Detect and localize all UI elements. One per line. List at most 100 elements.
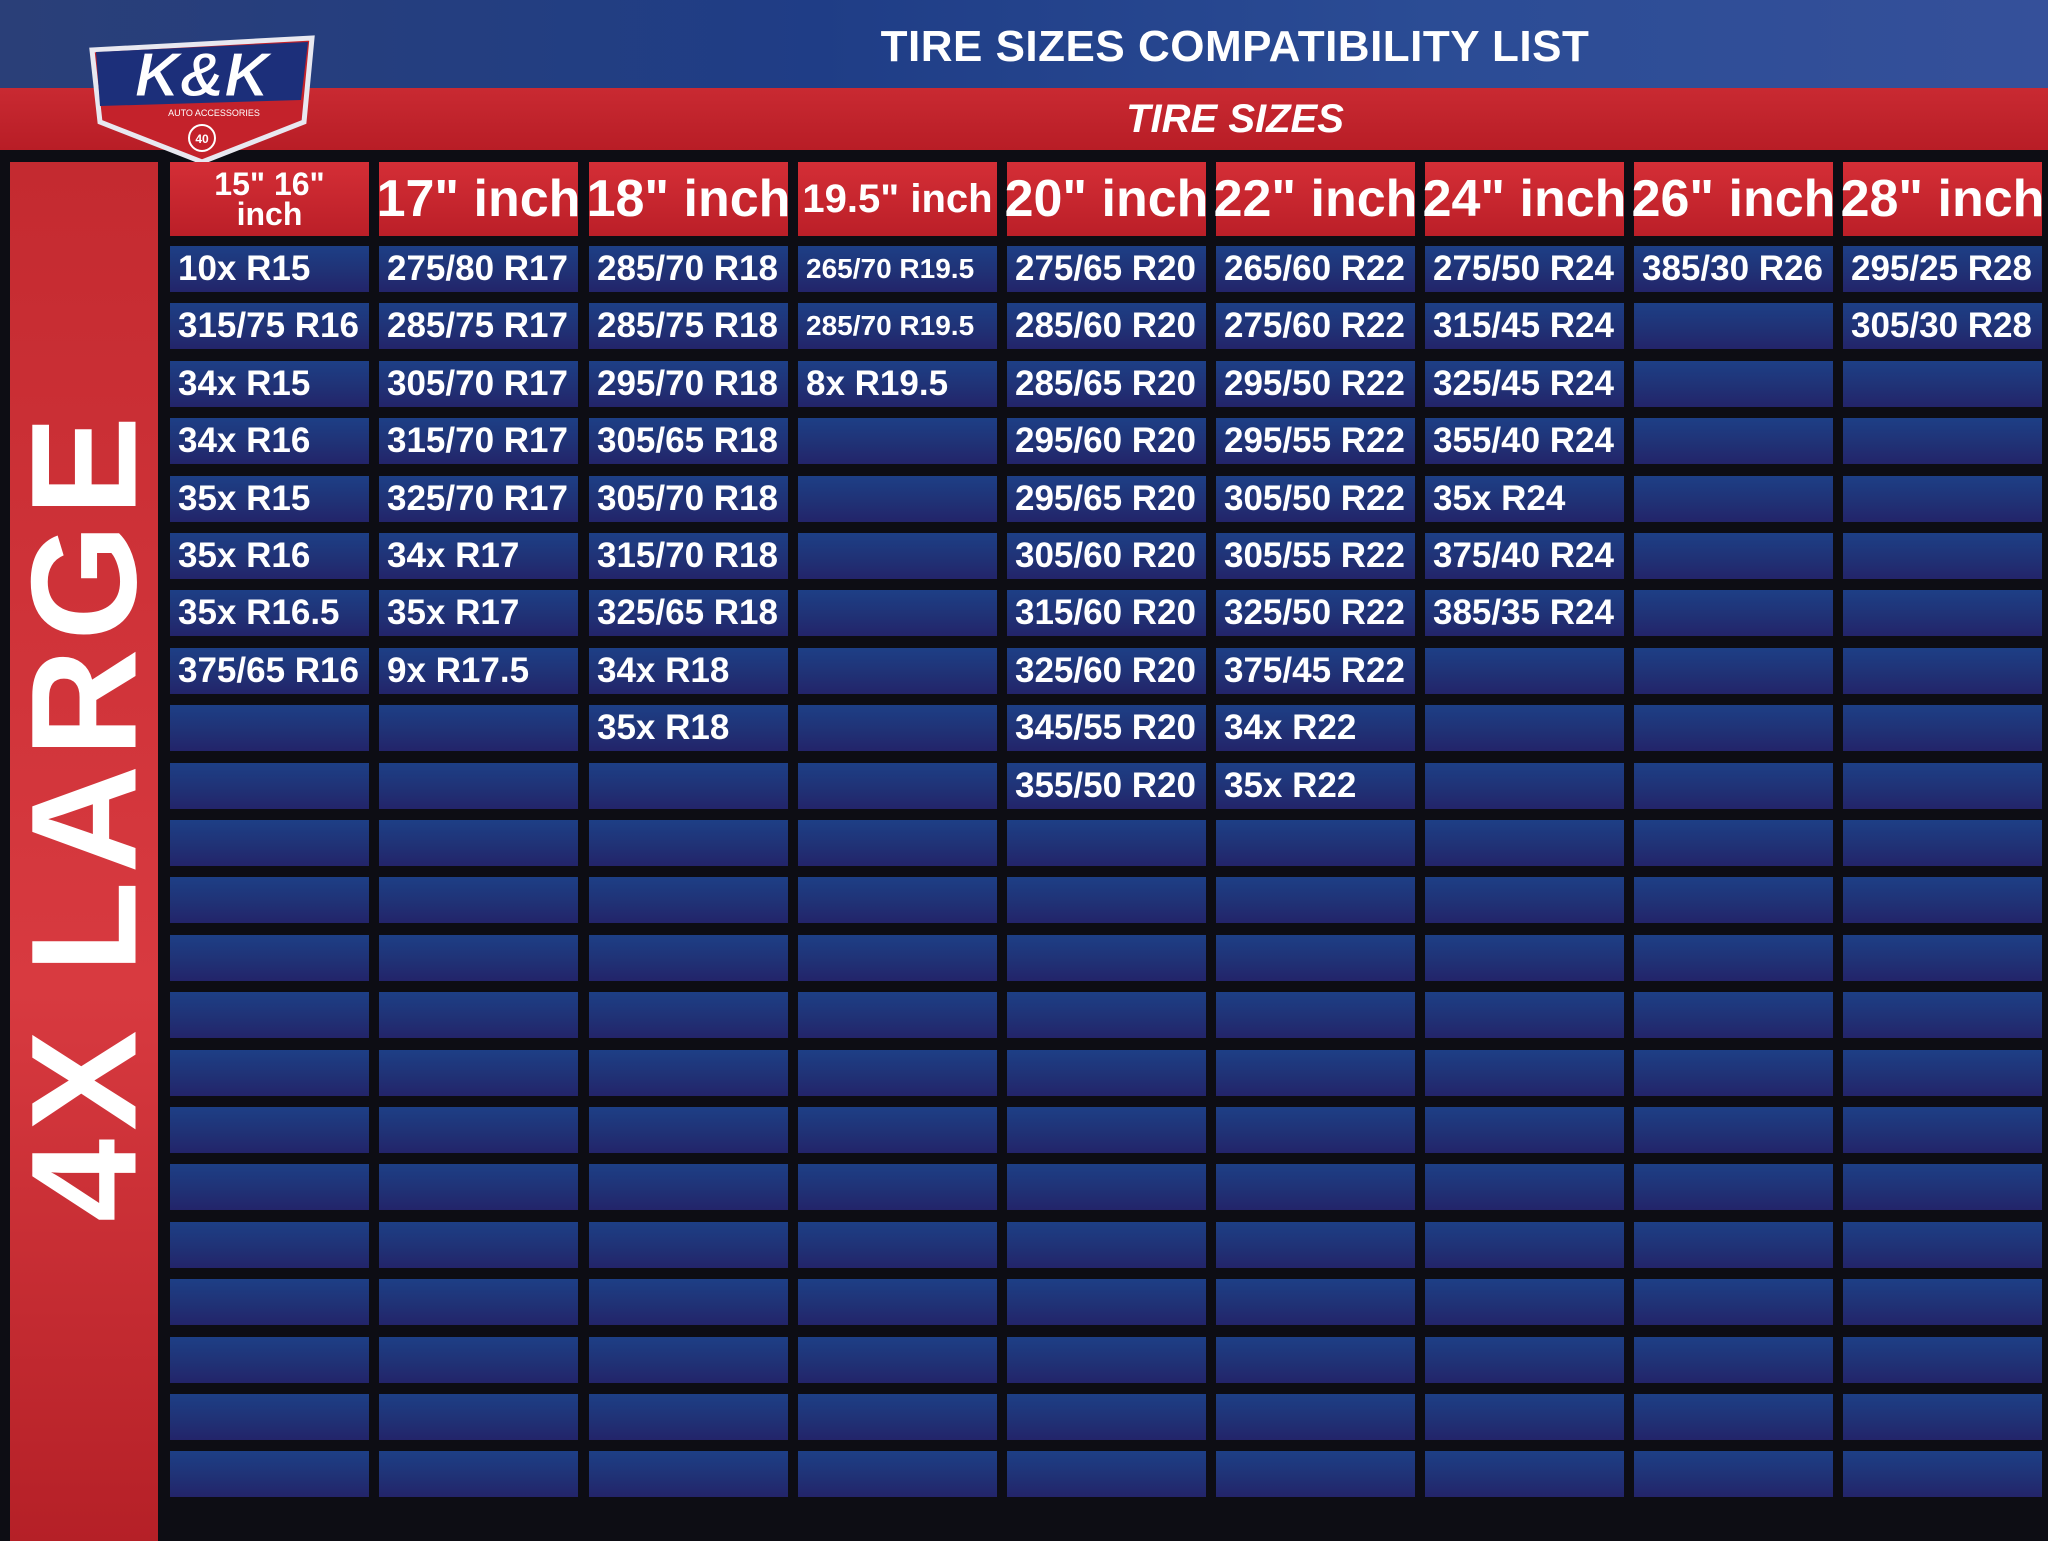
table-cell: 34x R17 xyxy=(379,533,578,579)
table-cell xyxy=(1843,1049,2042,1096)
table-cell xyxy=(1634,647,1833,694)
brand-logo: K&K AUTO ACCESSORIES 40 xyxy=(89,35,315,165)
table-cell xyxy=(1634,590,1833,637)
table-cell xyxy=(589,1394,788,1440)
table-cell xyxy=(379,762,578,809)
table-cell xyxy=(589,877,788,924)
table-cell: 325/50 R22 xyxy=(1216,590,1415,637)
table-cell: 305/70 R18 xyxy=(589,475,788,522)
table-cell xyxy=(589,1107,788,1153)
table-cell xyxy=(1843,475,2042,522)
table-cell: 315/60 R20 xyxy=(1007,590,1206,637)
table-cell xyxy=(1216,934,1415,981)
table-cell xyxy=(170,1221,369,1268)
table-cell xyxy=(170,934,369,981)
subtitle-band xyxy=(0,88,2048,150)
table-cell xyxy=(1634,1336,1833,1383)
brand-tagline: AUTO ACCESSORIES xyxy=(168,108,260,118)
table-cell: 285/70 R19.5 xyxy=(798,303,997,350)
table-cell: 295/50 R22 xyxy=(1216,360,1415,407)
table-cell: 265/70 R19.5 xyxy=(798,246,997,292)
table-cell xyxy=(1634,1107,1833,1153)
table-cell xyxy=(379,1279,578,1326)
table-cell xyxy=(1843,1164,2042,1211)
table-cell xyxy=(1216,992,1415,1039)
table-cell: 285/70 R18 xyxy=(589,246,788,292)
table-cell: 35x R18 xyxy=(589,705,788,752)
table-cell xyxy=(1843,705,2042,752)
table-cell: 275/80 R17 xyxy=(379,246,578,292)
table-cell xyxy=(379,820,578,866)
table-cell xyxy=(1843,360,2042,407)
table-cell: 295/25 R28 xyxy=(1843,246,2042,292)
table-cell xyxy=(170,705,369,752)
column-header-0: 15" 16" inch xyxy=(170,162,369,236)
table-cell xyxy=(1843,1107,2042,1153)
title-band xyxy=(0,0,2048,90)
table-cell xyxy=(1007,820,1206,866)
table-cell xyxy=(1216,1451,1415,1498)
table-cell xyxy=(1843,992,2042,1039)
table-cell xyxy=(170,1451,369,1498)
table-cell: 305/50 R22 xyxy=(1216,475,1415,522)
table-cell: 345/55 R20 xyxy=(1007,705,1206,752)
table-cell xyxy=(798,877,997,924)
table-cell: 35x R15 xyxy=(170,475,369,522)
table-cell xyxy=(589,1221,788,1268)
table-cell xyxy=(798,1394,997,1440)
table-cell xyxy=(1425,1049,1624,1096)
table-cell xyxy=(1634,1164,1833,1211)
table-cell xyxy=(1007,1221,1206,1268)
table-cell: 10x R15 xyxy=(170,246,369,292)
table-cell: 275/50 R24 xyxy=(1425,246,1624,292)
table-cell xyxy=(798,1336,997,1383)
table-cell xyxy=(1634,934,1833,981)
table-cell: 375/65 R16 xyxy=(170,647,369,694)
table-cell xyxy=(1216,1221,1415,1268)
table-cell xyxy=(1425,1107,1624,1153)
tire-size-table: 15" 16" inch 10x R15 315/75 R16 34x R15 34x R… xyxy=(168,160,2048,1541)
table-cell xyxy=(170,1107,369,1153)
table-cell xyxy=(1007,1279,1206,1326)
table-cell: 8x R19.5 xyxy=(798,360,997,407)
table-cell: 375/45 R22 xyxy=(1216,647,1415,694)
table-cell: 305/30 R28 xyxy=(1843,303,2042,350)
table-cell xyxy=(1216,877,1415,924)
table-cell: 385/30 R26 xyxy=(1634,246,1833,292)
table-cell xyxy=(1634,303,1833,350)
table-cell: 305/55 R22 xyxy=(1216,533,1415,579)
column-header-line: inch xyxy=(236,196,303,232)
table-cell xyxy=(1425,1451,1624,1498)
table-cell xyxy=(1843,590,2042,637)
table-cell: 34x R18 xyxy=(589,647,788,694)
table-cell xyxy=(1634,533,1833,579)
table-cell xyxy=(1425,762,1624,809)
anniversary-badge: 40 xyxy=(195,132,209,146)
table-cell: 35x R16.5 xyxy=(170,590,369,637)
table-cell xyxy=(170,1164,369,1211)
table-cell xyxy=(798,992,997,1039)
table-cell: 305/70 R17 xyxy=(379,360,578,407)
table-cell xyxy=(1634,1279,1833,1326)
column-header-line: 15" 16" xyxy=(214,166,325,202)
table-cell xyxy=(589,992,788,1039)
table-cell: 295/60 R20 xyxy=(1007,418,1206,465)
table-cell xyxy=(589,1279,788,1326)
table-cell xyxy=(589,1451,788,1498)
table-cell xyxy=(798,762,997,809)
table-cell xyxy=(1007,877,1206,924)
table-cell: 35x R16 xyxy=(170,533,369,579)
table-cell xyxy=(170,1394,369,1440)
brand-name: K&K xyxy=(135,41,274,110)
table-cell: 355/50 R20 xyxy=(1007,762,1206,809)
table-cell: 35x R22 xyxy=(1216,762,1415,809)
table-cell xyxy=(1007,992,1206,1039)
table-cell xyxy=(1634,820,1833,866)
table-cell xyxy=(1843,1279,2042,1326)
table-cell: 375/40 R24 xyxy=(1425,533,1624,579)
table-cell xyxy=(1007,1394,1206,1440)
table-cell xyxy=(379,1221,578,1268)
table-cell xyxy=(798,820,997,866)
table-cell: 295/65 R20 xyxy=(1007,475,1206,522)
table-cell xyxy=(379,1107,578,1153)
